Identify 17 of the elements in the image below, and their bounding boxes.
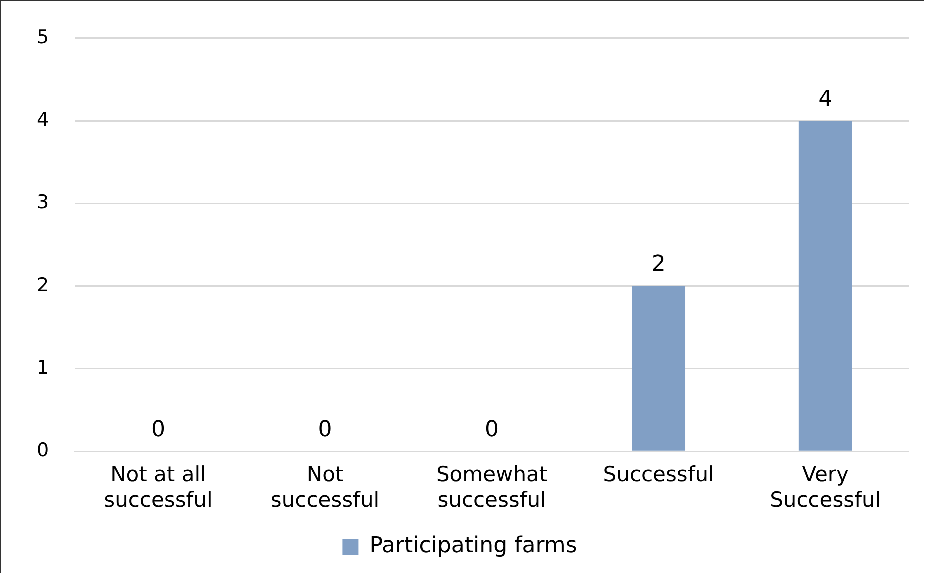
x-tick-label: Very Successful [770, 462, 882, 512]
y-tick-label: 5 [36, 26, 50, 48]
y-tick-label: 3 [36, 192, 50, 214]
data-label: 2 [652, 252, 666, 278]
legend-label: Participating farms [370, 534, 578, 559]
y-tick-label: 4 [36, 108, 50, 131]
data-label: 0 [151, 417, 166, 442]
y-tick-label: 2 [36, 274, 50, 296]
x-tick-label: Not successful [270, 462, 380, 512]
data-label: 0 [318, 417, 332, 442]
x-tick-label: Not at all successful [104, 462, 213, 512]
x-tick-label: Successful [603, 462, 714, 487]
y-tick-label: 0 [36, 440, 50, 462]
data-label: 0 [485, 417, 500, 442]
data-label: 4 [818, 86, 833, 112]
x-tick-label: Somewhat successful [436, 462, 548, 512]
y-tick-label: 1 [36, 356, 50, 379]
